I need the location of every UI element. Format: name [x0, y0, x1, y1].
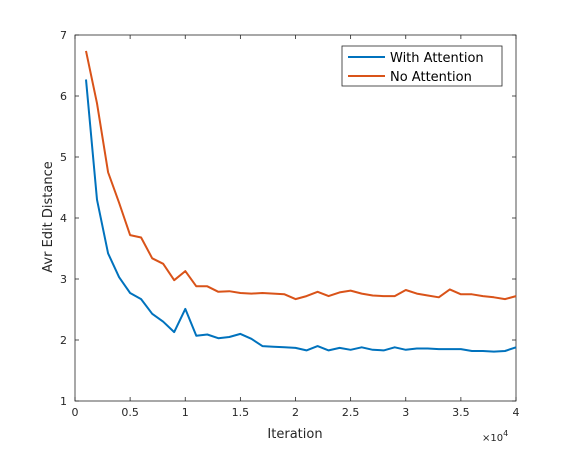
y-tick-label: 6 [60, 90, 67, 103]
x-tick-label: 0.5 [121, 406, 139, 419]
y-tick-label: 2 [60, 334, 67, 347]
y-tick-label: 4 [60, 212, 67, 225]
y-tick-label: 7 [60, 29, 67, 42]
y-axis-label: Avr Edit Distance [41, 161, 56, 272]
series-line-no-attention [85, 50, 517, 301]
x-axis-label: Iteration [267, 427, 322, 442]
x-tick-label: 0 [72, 406, 79, 419]
x-tick-label: 1.5 [232, 406, 250, 419]
y-tick-label: 3 [60, 273, 67, 286]
x-axis-exponent-power: 4 [503, 429, 508, 438]
x-tick-label: 2.5 [342, 406, 360, 419]
legend-box [341, 45, 503, 87]
x-tick-label: 3.5 [452, 406, 470, 419]
x-tick-label: 3 [402, 406, 409, 419]
legend-label-no-attention: No Attention [390, 70, 472, 85]
x-tick-label: 2 [292, 406, 299, 419]
y-tick-label: 1 [60, 395, 67, 408]
legend-label-with-attention: With Attention [390, 51, 484, 66]
x-tick-label: 1 [182, 406, 189, 419]
plot-area-frame [74, 34, 517, 402]
x-axis-exponent-base: ×10 [482, 433, 503, 444]
x-axis-exponent: ×104 [482, 429, 508, 444]
y-tick-label: 5 [60, 151, 67, 164]
legend: With Attention No Attention [341, 45, 503, 87]
series-line-with-attention [85, 79, 517, 353]
x-tick-label: 4 [513, 406, 520, 419]
